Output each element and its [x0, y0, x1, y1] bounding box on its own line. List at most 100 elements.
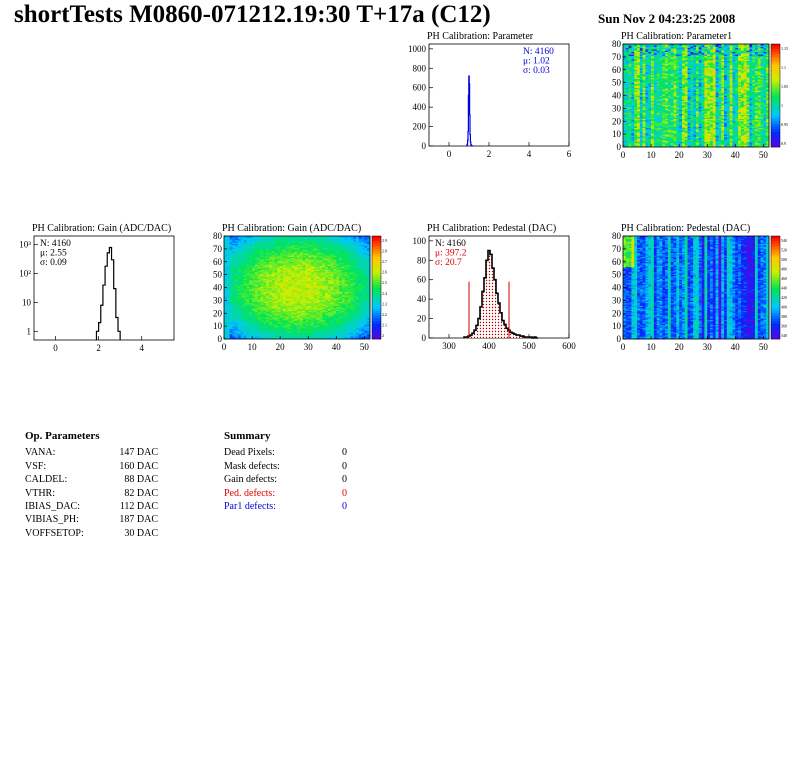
heatmap-cell — [648, 105, 652, 108]
heatmap-cell — [726, 101, 730, 104]
heatmap-cell — [735, 107, 739, 109]
heatmap-cell — [662, 81, 666, 83]
heatmap-cell — [240, 264, 244, 266]
heatmap-cell — [760, 92, 764, 95]
heatmap-cell — [673, 122, 677, 125]
heatmap-cell — [634, 99, 638, 101]
heatmap-cell — [623, 60, 627, 63]
heatmap-cell — [760, 60, 764, 63]
heatmap-cell — [726, 113, 730, 116]
heatmap-cell — [240, 277, 244, 279]
heatmap-cell — [715, 89, 719, 91]
heatmap-cell — [732, 91, 736, 94]
heatmap-cell — [656, 60, 660, 63]
heatmap-cell — [656, 80, 660, 82]
heatmap-cell — [704, 145, 708, 148]
heatmap-cell — [667, 109, 672, 112]
heatmap-cell — [639, 131, 643, 134]
heatmap-cell — [667, 94, 672, 96]
heatmap-cell — [670, 135, 674, 137]
heatmap-cell — [712, 135, 716, 137]
heatmap-cell — [642, 144, 646, 147]
heatmap-cell — [718, 118, 722, 121]
heatmap-cell — [696, 89, 700, 91]
heatmap-cell — [743, 118, 747, 121]
heatmap-cell — [623, 63, 627, 65]
heatmap-cell — [726, 85, 730, 87]
heatmap-cell — [637, 143, 641, 145]
heatmap-cell — [726, 62, 730, 64]
heatmap-cell — [648, 126, 652, 128]
y-tick-label: 40 — [612, 91, 622, 101]
heatmap-cell — [710, 143, 714, 145]
heatmap-cell — [763, 110, 767, 113]
heatmap-cell — [690, 44, 694, 46]
heatmap-cell — [662, 91, 666, 94]
heatmap-cell — [634, 134, 638, 136]
heatmap-cell — [693, 108, 697, 110]
heatmap-cell — [659, 83, 663, 86]
heatmap-cell — [240, 286, 244, 288]
heatmap-cell — [659, 56, 663, 59]
heatmap-cell — [754, 77, 759, 80]
heatmap-cell — [224, 306, 228, 309]
heatmap-cell — [656, 112, 660, 114]
heatmap-cell — [681, 87, 686, 90]
color-scale-segment — [771, 131, 780, 135]
heatmap-cell — [243, 272, 247, 274]
heatmap-cell — [707, 117, 711, 119]
heatmap-cell — [757, 107, 761, 109]
heatmap-cell — [648, 58, 652, 60]
heatmap-cell — [651, 64, 655, 67]
heatmap-cell — [240, 319, 244, 322]
heatmap-cell — [757, 60, 761, 63]
heatmap-cell — [229, 337, 233, 340]
heatmap-cell — [628, 90, 632, 92]
color-scale-segment — [771, 56, 780, 60]
heatmap-cell — [240, 300, 244, 302]
heatmap-cell — [715, 86, 719, 89]
heatmap-cell — [634, 64, 638, 67]
heatmap-cell — [639, 109, 643, 112]
color-scale-segment — [771, 110, 780, 114]
heatmap-cell — [687, 62, 691, 64]
heatmap-cell — [679, 109, 683, 112]
heatmap-cell — [684, 107, 688, 109]
heatmap-cell — [738, 92, 742, 95]
heatmap-cell — [721, 98, 725, 100]
heatmap-cell — [670, 63, 674, 65]
heatmap-cell — [676, 67, 680, 69]
heatmap-cell — [623, 74, 627, 77]
heatmap-cell — [707, 62, 711, 64]
heatmap-cell — [670, 132, 674, 135]
heatmap-cell — [246, 268, 250, 270]
heatmap-cell — [645, 143, 649, 145]
heatmap-cell — [743, 104, 747, 107]
heatmap-cell — [634, 90, 638, 92]
heatmap-cell — [760, 100, 764, 103]
heatmap-cell — [760, 125, 764, 127]
heatmap-cell — [226, 288, 230, 291]
heatmap-cell — [665, 99, 669, 101]
heatmap-cell — [698, 68, 702, 71]
heatmap-cell — [642, 103, 646, 105]
heatmap-cell — [710, 83, 714, 86]
heatmap-cell — [766, 141, 770, 144]
heatmap-cell — [707, 136, 711, 139]
heatmap-cell — [235, 256, 239, 259]
heatmap-cell — [732, 63, 736, 65]
heatmap-cell — [670, 109, 674, 112]
heatmap-cell — [715, 109, 719, 112]
x-tick-label: 30 — [703, 150, 713, 160]
heatmap-cell — [740, 135, 745, 137]
heatmap-cell — [735, 103, 739, 105]
heatmap-cell — [724, 64, 728, 67]
heatmap-cell — [721, 54, 725, 56]
heatmap-cell — [673, 117, 677, 119]
heatmap-cell — [721, 69, 725, 72]
heatmap-cell — [637, 136, 641, 139]
heatmap-cell — [656, 59, 660, 62]
heatmap-cell — [738, 128, 742, 131]
heatmap-cell — [645, 53, 649, 55]
heatmap-cell — [628, 137, 632, 140]
